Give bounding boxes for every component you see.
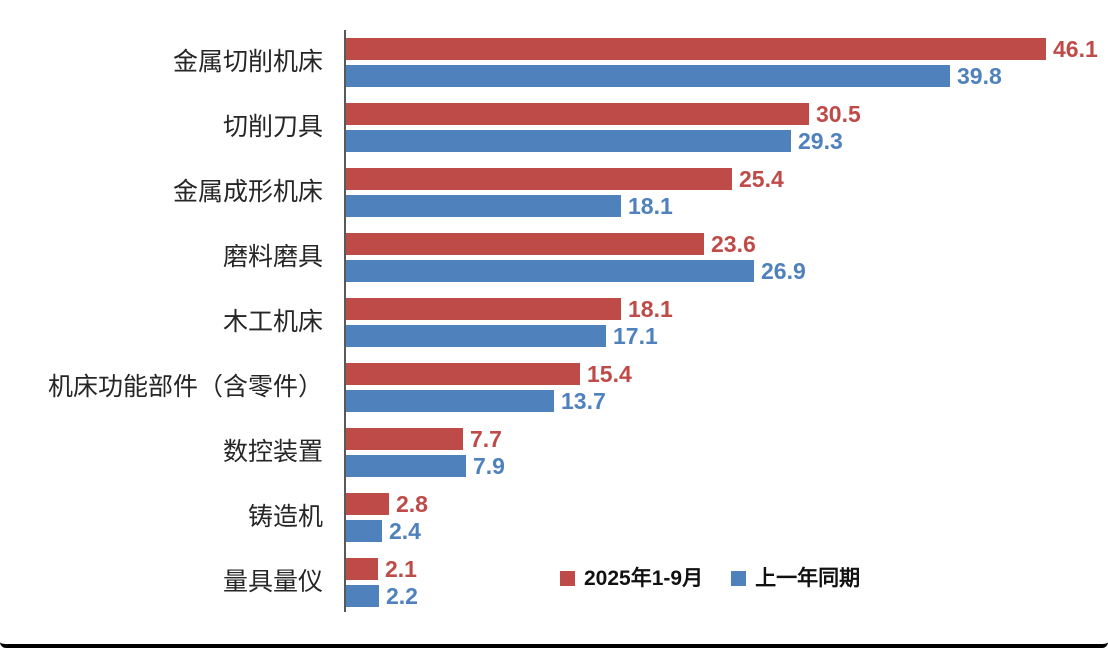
bar-prev-year (346, 585, 379, 607)
bar-prev-year (346, 325, 606, 347)
value-label: 30.5 (816, 101, 861, 127)
bar-current-period (346, 558, 378, 580)
value-label: 7.7 (470, 426, 502, 452)
category-label: 磨料磨具 (222, 244, 323, 271)
value-label: 2.1 (385, 556, 417, 582)
bar-current-period (346, 103, 809, 125)
value-label: 17.1 (613, 323, 658, 349)
bar-current-period (346, 493, 389, 515)
category-label: 铸造机 (247, 504, 323, 531)
bar-prev-year (346, 130, 791, 152)
legend-label-current: 2025年1-9月 (584, 567, 704, 590)
value-label: 7.9 (473, 453, 505, 479)
legend-swatch-current (560, 571, 575, 586)
bar-prev-year (346, 260, 754, 282)
value-label: 26.9 (761, 258, 806, 284)
value-label: 18.1 (628, 193, 673, 219)
bar-current-period (346, 428, 463, 450)
category-label: 金属成形机床 (172, 179, 323, 206)
bar-current-period (346, 168, 732, 190)
bar-prev-year (346, 390, 554, 412)
value-label: 2.2 (386, 583, 418, 609)
value-label: 39.8 (957, 63, 1002, 89)
value-label: 2.8 (396, 491, 428, 517)
value-label: 23.6 (711, 231, 756, 257)
value-label: 2.4 (389, 518, 421, 544)
value-label: 29.3 (798, 128, 843, 154)
value-label: 13.7 (561, 388, 606, 414)
value-label: 25.4 (739, 166, 784, 192)
bar-current-period (346, 38, 1046, 60)
bar-prev-year (346, 455, 466, 477)
bar-current-period (346, 298, 621, 320)
legend-item-prev: 上一年同期 (731, 568, 860, 589)
category-label: 量具量仪 (222, 569, 323, 596)
legend-item-current: 2025年1-9月 (560, 568, 703, 589)
category-label: 金属切削机床 (172, 49, 323, 76)
value-label: 46.1 (1053, 36, 1098, 62)
category-label: 机床功能部件（含零件） (47, 374, 323, 401)
bar-prev-year (346, 65, 950, 87)
legend-label-prev: 上一年同期 (755, 567, 861, 590)
category-label: 数控装置 (222, 439, 323, 466)
category-axis-line (344, 30, 346, 612)
category-label: 木工机床 (222, 309, 323, 336)
legend-swatch-prev (731, 571, 747, 586)
category-label: 切削刀具 (222, 114, 323, 141)
value-label: 18.1 (628, 296, 673, 322)
bar-prev-year (346, 520, 382, 542)
bar-current-period (346, 363, 580, 385)
value-label: 15.4 (587, 361, 632, 387)
bar-current-period (346, 233, 704, 255)
legend: 2025年1-9月 上一年同期 (560, 568, 860, 589)
bar-prev-year (346, 195, 621, 217)
